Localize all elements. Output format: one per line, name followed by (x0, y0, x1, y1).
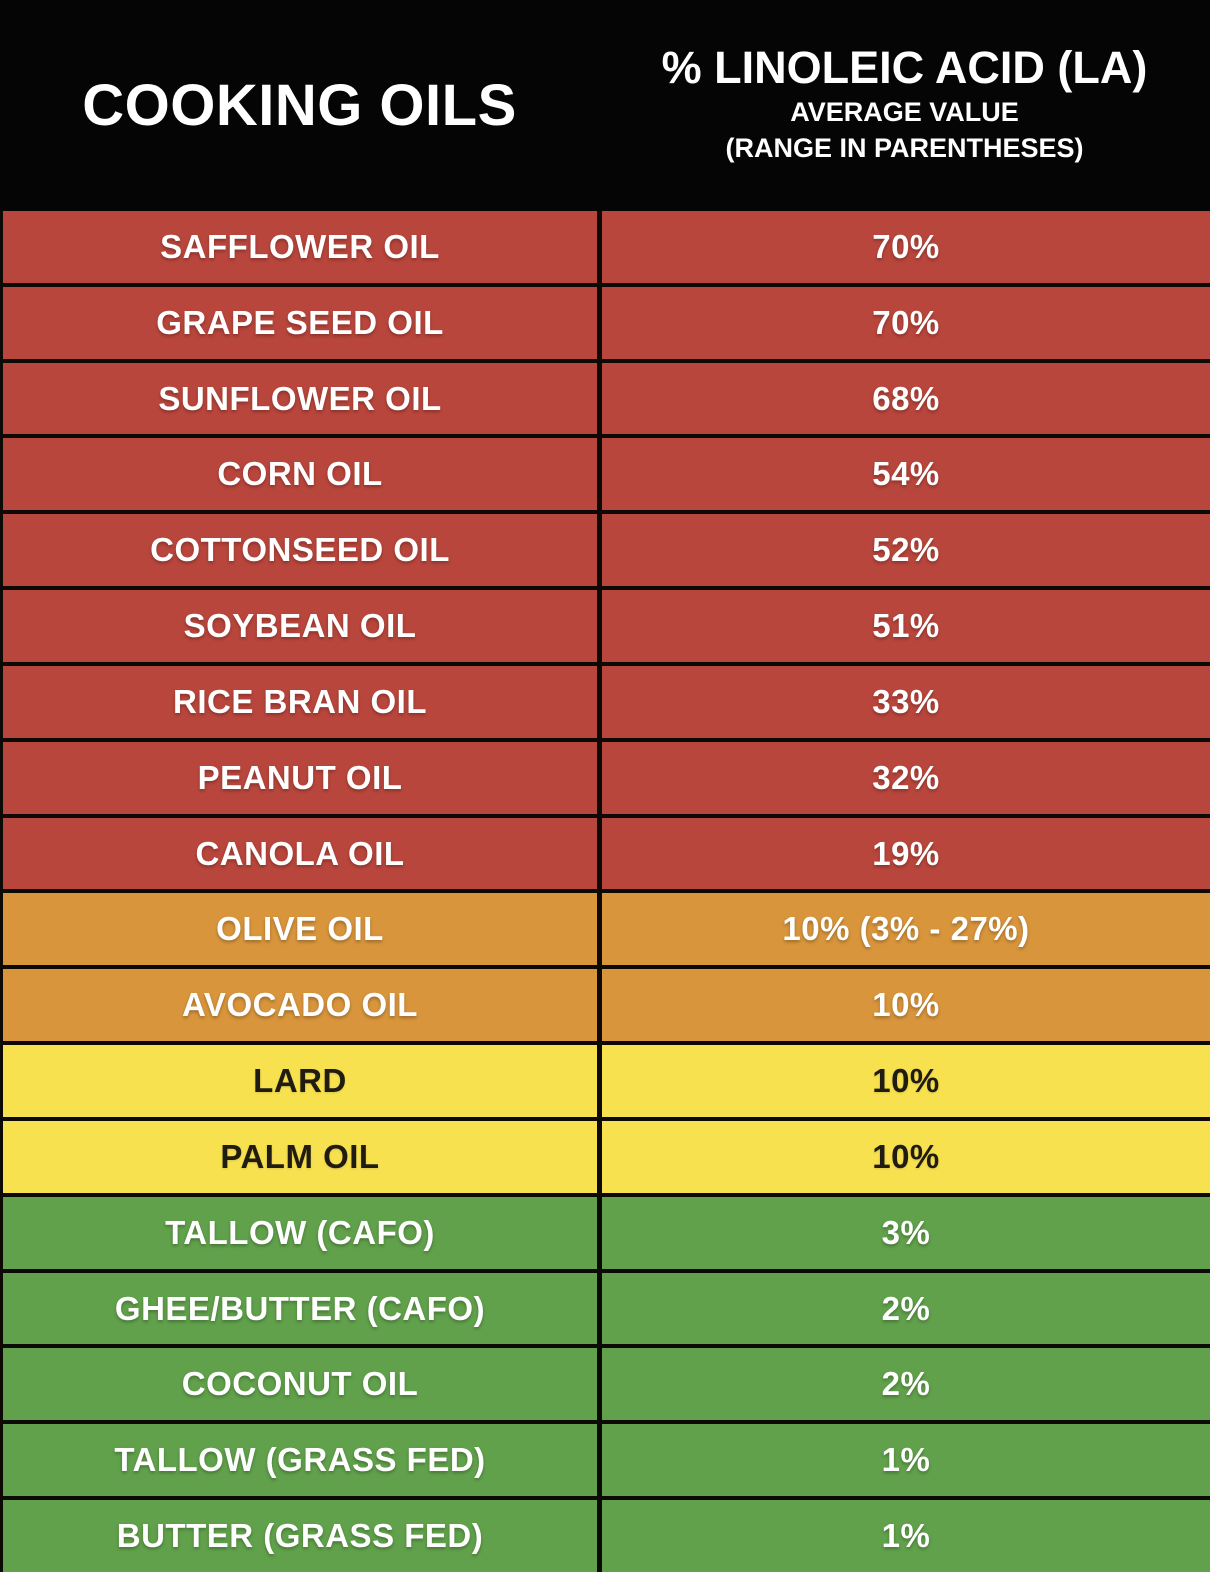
column-divider (597, 362, 602, 435)
column-divider (597, 1045, 602, 1117)
average-value-subtitle: AVERAGE VALUE (790, 97, 1019, 128)
oil-name-cell: GRAPE SEED OIL (156, 303, 444, 341)
column-divider (597, 1272, 602, 1345)
table-row: LARD 10% (3, 1045, 1210, 1121)
oil-name-cell: PALM OIL (220, 1137, 380, 1175)
column-divider (597, 438, 602, 511)
page-title: COOKING OILS (82, 73, 517, 138)
oil-name-cell: TALLOW (CAFO) (165, 1213, 435, 1251)
linoleic-acid-column-header: % LINOLEIC ACID (LA) (661, 42, 1148, 94)
la-value-cell: 51% (872, 607, 940, 645)
column-divider (597, 1348, 602, 1421)
table-row: PEANUT OIL 32% (3, 741, 1210, 818)
header: COOKING OILS % LINOLEIC ACID (LA) AVERAG… (0, 0, 1210, 211)
column-divider (597, 1500, 602, 1572)
oil-name-cell: PEANUT OIL (197, 758, 403, 796)
la-value-cell: 3% (881, 1213, 931, 1251)
la-value-cell: 1% (881, 1441, 931, 1479)
oil-name-cell: OLIVE OIL (216, 910, 384, 948)
table-row: COCONUT OIL 2% (3, 1348, 1210, 1425)
la-value-cell: 1% (881, 1516, 931, 1554)
table-row: SUNFLOWER OIL 68% (3, 362, 1210, 439)
range-subtitle: (RANGE IN PARENTHESES) (725, 133, 1084, 163)
header-right-column: % LINOLEIC ACID (LA) AVERAGE VALUE (RANG… (599, 45, 1210, 166)
la-value-cell: 19% (872, 834, 940, 872)
la-value-cell: 10% (872, 986, 940, 1024)
oil-name-cell: COTTONSEED OIL (150, 531, 450, 569)
table-row: GRAPE SEED OIL 70% (3, 286, 1210, 363)
oil-name-cell: SUNFLOWER OIL (158, 379, 442, 417)
oil-name-cell: CORN OIL (217, 455, 383, 493)
table-row: RICE BRAN OIL 33% (3, 665, 1210, 742)
table-row: GHEE/BUTTER (CAFO) 2% (3, 1272, 1210, 1349)
table-row: TALLOW (GRASS FED) 1% (3, 1424, 1210, 1501)
la-value-cell: 70% (872, 227, 940, 265)
column-divider (597, 665, 602, 738)
header-left-column: COOKING OILS (0, 72, 599, 139)
la-value-cell: 10% (872, 1062, 940, 1100)
column-divider (597, 286, 602, 359)
table-row: BUTTER (GRASS FED) 1% (3, 1500, 1210, 1572)
oil-name-cell: CANOLA OIL (195, 834, 405, 872)
la-value-cell: 33% (872, 682, 940, 720)
column-divider (597, 1196, 602, 1269)
table-row: OLIVE OIL 10% (3% - 27%) (3, 893, 1210, 970)
oil-name-cell: SOYBEAN OIL (183, 607, 417, 645)
column-divider (597, 590, 602, 662)
column-divider (597, 741, 602, 814)
la-value-cell: 70% (872, 303, 940, 341)
table-row: PALM OIL 10% (3, 1120, 1210, 1197)
oil-name-cell: GHEE/BUTTER (CAFO) (114, 1289, 486, 1327)
table-row: CORN OIL 54% (3, 438, 1210, 515)
la-value-cell: 32% (872, 758, 940, 796)
column-divider (597, 514, 602, 587)
oil-name-cell: COCONUT OIL (181, 1365, 419, 1403)
la-value-cell: 52% (872, 531, 940, 569)
column-divider (597, 969, 602, 1042)
table-row: COTTONSEED OIL 52% (3, 514, 1210, 591)
table-row: TALLOW (CAFO) 3% (3, 1196, 1210, 1273)
oil-name-cell: BUTTER (GRASS FED) (116, 1516, 484, 1554)
oil-name-cell: LARD (253, 1062, 347, 1100)
la-value-cell: 2% (881, 1289, 931, 1327)
la-value-cell: 2% (881, 1365, 931, 1403)
column-divider (597, 1120, 602, 1193)
oil-table: SAFFLOWER OIL 70% GRAPE SEED OIL 70% SUN… (0, 211, 1210, 1572)
oil-name-cell: AVOCADO OIL (182, 986, 418, 1024)
table-row: AVOCADO OIL 10% (3, 969, 1210, 1046)
column-divider (597, 211, 602, 283)
table-row: CANOLA OIL 19% (3, 817, 1210, 894)
table-row: SAFFLOWER OIL 70% (3, 211, 1210, 287)
la-value-cell: 68% (872, 379, 940, 417)
oil-name-cell: TALLOW (GRASS FED) (114, 1441, 486, 1479)
column-divider (597, 817, 602, 890)
column-divider (597, 1424, 602, 1497)
la-value-cell: 10% (872, 1137, 940, 1175)
la-value-cell: 54% (872, 455, 940, 493)
table-row: SOYBEAN OIL 51% (3, 590, 1210, 666)
column-divider (597, 893, 602, 966)
oil-name-cell: RICE BRAN OIL (173, 682, 427, 720)
la-value-cell: 10% (3% - 27%) (782, 910, 1030, 948)
oil-name-cell: SAFFLOWER OIL (160, 227, 440, 265)
